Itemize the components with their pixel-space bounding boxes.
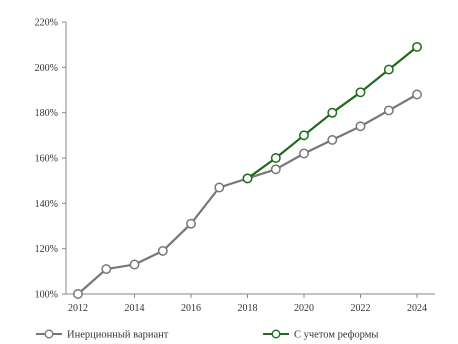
y-tick-label: 200% <box>35 63 58 74</box>
x-tick-label: 2012 <box>68 303 88 314</box>
data-point <box>270 164 281 175</box>
x-axis: 2012 2014 2016 2018 2020 2022 2024 <box>66 293 435 314</box>
series-2 <box>242 41 422 184</box>
legend: Инерционный вариант С учетом реформы <box>36 330 378 341</box>
data-point <box>327 134 338 145</box>
data-point <box>270 153 281 163</box>
y-tick-label: 180% <box>35 108 58 119</box>
data-point <box>327 107 338 118</box>
data-point <box>355 87 366 98</box>
y-tick-label: 220% <box>35 18 58 29</box>
data-point <box>101 264 112 275</box>
data-point <box>412 41 422 52</box>
data-point <box>73 289 83 299</box>
data-point <box>129 259 140 270</box>
x-tick-label: 2024 <box>407 303 427 314</box>
x-tick-label: 2018 <box>238 303 258 314</box>
series-layer <box>73 41 422 299</box>
legend-marker <box>44 329 54 339</box>
data-point <box>157 245 168 256</box>
x-tick-label: 2022 <box>351 303 371 314</box>
series-1 <box>73 89 422 299</box>
x-tick-label: 2016 <box>181 303 201 314</box>
legend-marker <box>271 329 281 339</box>
data-point <box>383 105 394 116</box>
x-tick-label: 2020 <box>294 303 314 314</box>
y-tick-label: 140% <box>35 199 58 210</box>
data-point <box>242 173 253 184</box>
legend-item-1: Инерционный вариант <box>36 330 169 341</box>
data-point <box>412 89 422 100</box>
legend-item-2: С учетом реформы <box>263 330 378 341</box>
data-point <box>299 148 309 159</box>
legend-label: Инерционный вариант <box>67 330 169 341</box>
data-point <box>186 218 196 229</box>
legend-label: С учетом реформы <box>294 330 378 341</box>
y-tick-label: 160% <box>35 154 58 165</box>
series-line <box>77 93 418 295</box>
y-axis: 100% 120% 140% 160% 180% 200% 220% <box>35 18 67 301</box>
x-tick-label: 2014 <box>125 303 145 314</box>
data-point <box>214 182 225 193</box>
data-point <box>299 130 309 141</box>
y-tick-label: 120% <box>35 244 58 255</box>
data-point <box>383 64 394 75</box>
data-point <box>355 121 366 132</box>
y-tick-label: 100% <box>35 290 58 301</box>
